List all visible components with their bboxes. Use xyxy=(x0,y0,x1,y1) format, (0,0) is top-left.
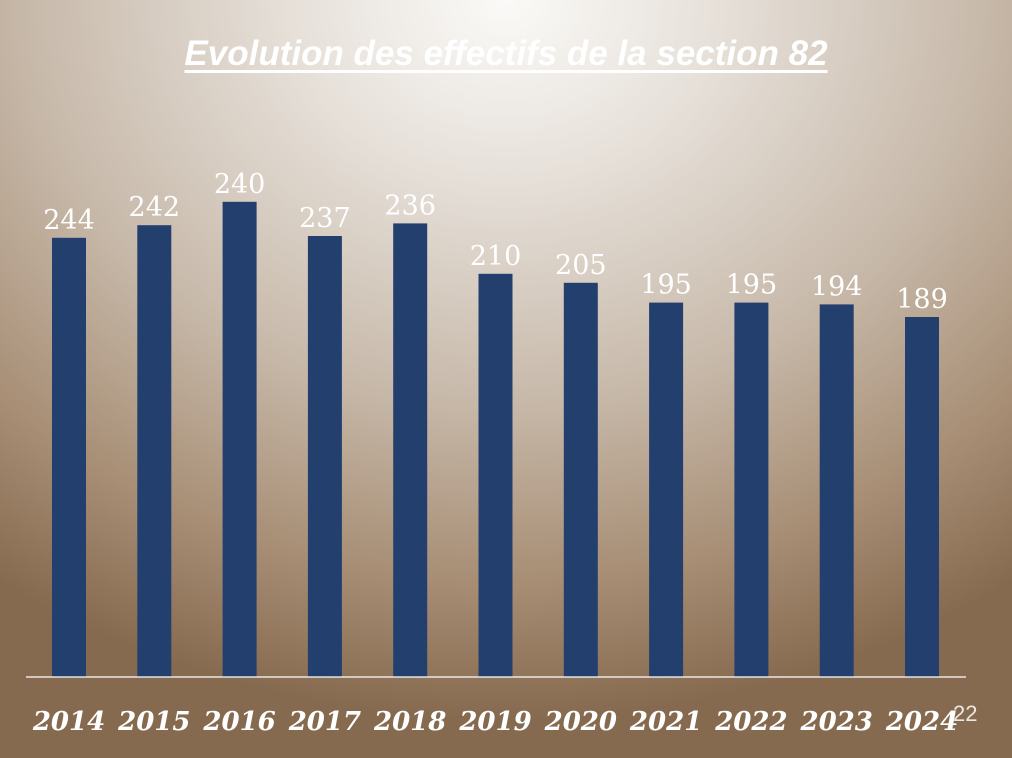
page-number: 22 xyxy=(953,701,978,726)
x-tick-label-2018: 2018 xyxy=(373,707,446,737)
x-tick-label-2015: 2015 xyxy=(117,707,190,737)
x-tick-label-2019: 2019 xyxy=(458,707,531,737)
value-label-2016: 240 xyxy=(214,169,266,200)
value-label-2015: 242 xyxy=(129,192,181,223)
value-label-2014: 244 xyxy=(43,205,95,236)
bar-2023 xyxy=(819,304,854,677)
x-labels-group: 2014 2015 2016 2017 2018 2019 2020 2021 2022 2023… xyxy=(32,707,958,737)
bar-2021 xyxy=(649,302,684,677)
value-label-2021: 195 xyxy=(640,270,692,301)
value-label-2024: 189 xyxy=(896,284,948,315)
bar-2014 xyxy=(52,237,86,678)
bar-2018 xyxy=(393,223,428,677)
value-label-2020: 205 xyxy=(555,250,607,281)
value-label-2018: 236 xyxy=(384,190,436,221)
value-labels-group: 244 242 240 237 236 210 205 195 195 194 189 xyxy=(43,169,948,315)
bar-2019 xyxy=(478,273,513,677)
x-tick-label-2020: 2020 xyxy=(544,707,617,737)
bar-2022 xyxy=(734,302,769,677)
value-label-2019: 210 xyxy=(470,241,522,272)
x-tick-label-2016: 2016 xyxy=(202,707,275,737)
x-tick-label-2024: 2024 xyxy=(885,707,958,737)
bar-2015 xyxy=(137,225,172,677)
value-label-2023: 194 xyxy=(811,271,863,302)
x-tick-label-2014: 2014 xyxy=(32,707,105,737)
chart-title: Evolution des effectifs de la section 82 xyxy=(184,34,828,73)
bars-group xyxy=(52,201,939,678)
bar-2024 xyxy=(905,317,939,677)
x-tick-label-2017: 2017 xyxy=(288,707,361,737)
x-tick-label-2022: 2022 xyxy=(714,707,787,737)
value-label-2017: 237 xyxy=(299,203,351,234)
bar-2017 xyxy=(307,236,342,677)
x-tick-label-2021: 2021 xyxy=(629,707,702,737)
value-label-2022: 195 xyxy=(726,270,778,301)
bar-2016 xyxy=(222,201,257,678)
bar-2020 xyxy=(563,282,598,677)
x-tick-label-2023: 2023 xyxy=(800,707,873,737)
